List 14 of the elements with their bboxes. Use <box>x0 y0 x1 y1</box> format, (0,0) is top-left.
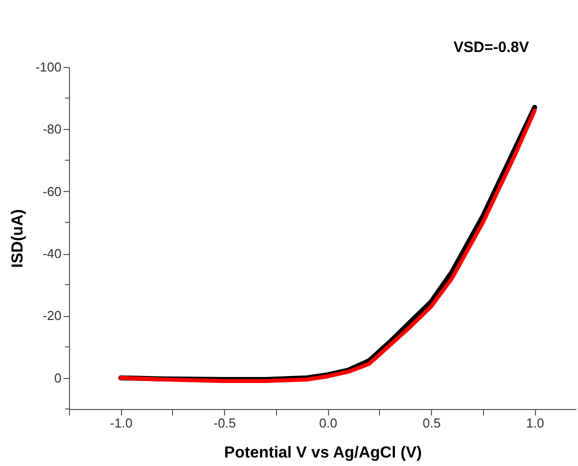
y-tick-label: -60 <box>42 184 62 199</box>
y-tick-label: 0 <box>54 370 62 386</box>
y-tick-label: -40 <box>42 246 62 262</box>
x-tick-label: 1.0 <box>526 416 544 430</box>
y-axis-title: ISD(uA) <box>9 209 26 268</box>
y-tick-label: -100 <box>35 60 62 74</box>
x-tick-label: -1.0 <box>110 416 132 430</box>
x-tick-label: 0.0 <box>319 416 338 430</box>
y-tick-label: -80 <box>42 122 62 137</box>
text: VSD=-0.8V <box>454 39 529 56</box>
x-tick-label: 0.5 <box>422 416 441 430</box>
x-axis-title: Potential V vs Ag/AgCl (V) <box>224 444 422 462</box>
x-tick-label: -0.5 <box>214 416 236 430</box>
y-tick-label: -20 <box>42 308 62 324</box>
